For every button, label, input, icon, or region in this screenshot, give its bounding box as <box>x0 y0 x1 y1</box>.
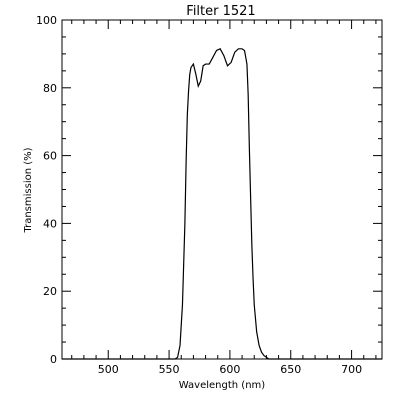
y-tick-label: 0 <box>50 353 57 366</box>
y-axis-label: Transmission (%) <box>23 147 34 233</box>
y-tick-label: 100 <box>36 14 57 27</box>
transmission-curve <box>62 48 382 360</box>
x-tick-label: 700 <box>341 363 362 376</box>
x-axis-label: Wavelength (nm) <box>179 380 265 391</box>
x-tick-label: 600 <box>219 363 240 376</box>
plot-frame <box>61 19 383 360</box>
axis-ticks <box>62 19 382 360</box>
y-tick-label: 20 <box>43 285 57 298</box>
x-tick-label: 550 <box>159 363 180 376</box>
y-tick-label: 60 <box>43 150 57 163</box>
tick-labels: 500 550 600 650 700 0 20 40 60 80 100 <box>36 14 362 376</box>
chart-title: Filter 1521 <box>186 4 255 19</box>
x-tick-label: 650 <box>280 363 301 376</box>
y-tick-label: 40 <box>43 217 57 230</box>
y-tick-label: 80 <box>43 82 57 95</box>
x-tick-label: 500 <box>98 363 119 376</box>
